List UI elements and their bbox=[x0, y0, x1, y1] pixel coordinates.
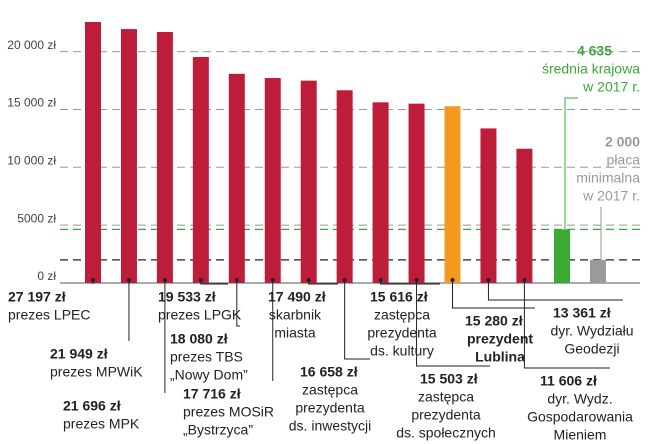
category-label: ds. kultury bbox=[370, 343, 434, 359]
bar bbox=[516, 148, 533, 283]
leader-line bbox=[308, 280, 338, 285]
leader-line bbox=[452, 280, 535, 309]
reference-bar bbox=[554, 229, 570, 283]
value-label: 21 949 zł bbox=[50, 346, 108, 362]
bar bbox=[156, 31, 173, 284]
y-tick-label: 5000 zł bbox=[17, 211, 56, 225]
reference-text: minimalna bbox=[576, 170, 640, 186]
category-label: prezes TBS bbox=[170, 349, 243, 365]
y-tick-label: 20 000 zł bbox=[7, 38, 56, 52]
value-label: 13 361 zł bbox=[553, 305, 611, 321]
category-label: zastępca bbox=[374, 307, 430, 323]
category-label: prezes LPGK bbox=[158, 307, 242, 323]
value-label: 19 533 zł bbox=[158, 289, 216, 305]
y-tick-label: 10 000 zł bbox=[7, 153, 56, 167]
category-label: zastępca bbox=[418, 389, 474, 405]
value-label: 16 658 zł bbox=[300, 364, 358, 380]
category-label: ds. społecznych bbox=[396, 425, 496, 441]
value-label: 15 616 zł bbox=[370, 289, 428, 305]
value-label: 15 503 zł bbox=[420, 371, 478, 387]
reference-value: 2 000 bbox=[605, 134, 640, 150]
category-label: skarbnik bbox=[269, 307, 322, 323]
bar bbox=[300, 80, 317, 284]
category-label: prezydenta bbox=[367, 325, 436, 341]
bar bbox=[444, 106, 461, 284]
bar bbox=[336, 90, 353, 284]
bar bbox=[85, 22, 101, 284]
category-label: prezydent bbox=[467, 331, 533, 347]
category-label: ds. inwestycji bbox=[289, 418, 371, 434]
value-label: 18 080 zł bbox=[170, 331, 228, 347]
y-tick-label: 0 zł bbox=[37, 269, 56, 283]
category-label: Gospodarowania bbox=[527, 409, 633, 425]
reference-text: średnia krajowa bbox=[542, 61, 640, 77]
leader-line bbox=[487, 280, 623, 301]
leader-line bbox=[416, 280, 490, 367]
reference-value: 4 635 bbox=[577, 43, 612, 59]
category-label: zastępca bbox=[302, 382, 358, 398]
bar bbox=[192, 57, 209, 284]
reference-text: w 2017 r. bbox=[582, 188, 640, 204]
bar bbox=[372, 102, 389, 283]
reference-bar bbox=[590, 259, 606, 283]
category-label: „Bystrzyca” bbox=[183, 422, 253, 438]
category-label: prezydenta bbox=[295, 400, 364, 416]
bar bbox=[228, 73, 245, 283]
bar bbox=[120, 29, 137, 283]
value-label: 17 490 zł bbox=[268, 289, 326, 305]
value-label: 27 197 zł bbox=[8, 289, 66, 305]
bar bbox=[480, 128, 497, 283]
leader-line bbox=[564, 97, 578, 230]
category-label: miasta bbox=[274, 325, 315, 341]
value-label: 21 696 zł bbox=[63, 398, 121, 414]
category-label: Lublina bbox=[475, 349, 525, 365]
value-label: 11 606 zł bbox=[540, 373, 597, 389]
value-label: 15 280 zł bbox=[465, 313, 523, 329]
category-label: prezes LPEC bbox=[8, 307, 90, 323]
value-label: 17 716 zł bbox=[183, 386, 241, 402]
leader-line bbox=[523, 280, 610, 369]
bars bbox=[85, 22, 533, 284]
bar bbox=[264, 78, 281, 283]
reference-text: płaca bbox=[607, 152, 641, 168]
leader-line bbox=[200, 280, 228, 285]
category-label: prezes MOSiR bbox=[183, 404, 274, 420]
category-label: prezes MPWiK bbox=[50, 364, 143, 380]
bar bbox=[408, 103, 425, 283]
category-label: dyr. Wydz. bbox=[547, 391, 612, 407]
category-label: dyr. Wydziału bbox=[550, 323, 633, 339]
category-label: „Nowy Dom” bbox=[170, 367, 248, 383]
category-label: prezydenta bbox=[411, 407, 480, 423]
leader-line bbox=[236, 280, 240, 327]
category-label: Mieniem bbox=[554, 427, 607, 443]
leader-line bbox=[344, 280, 370, 360]
y-tick-label: 15 000 zł bbox=[7, 96, 56, 110]
category-label: Geodezji bbox=[564, 341, 619, 357]
leader-line bbox=[380, 280, 440, 285]
category-label: prezes MPK bbox=[63, 416, 140, 432]
reference-text: w 2017 r. bbox=[582, 79, 640, 95]
